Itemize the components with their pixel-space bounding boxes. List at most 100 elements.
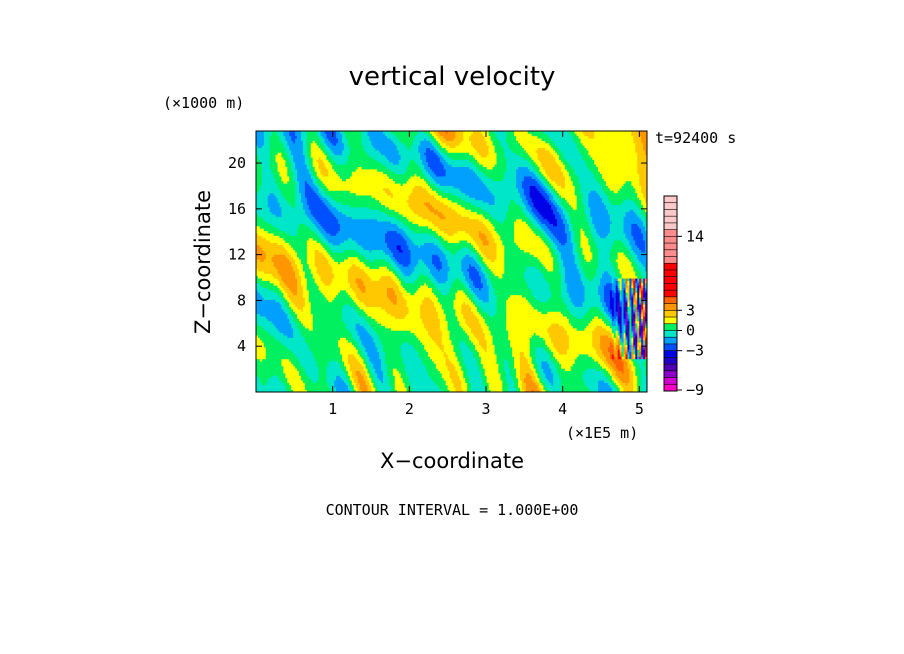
heatmap-cell: [441, 368, 445, 372]
heatmap-cell: [330, 346, 333, 350]
heatmap-cell: [256, 389, 259, 392]
heatmap-cell: [269, 370, 273, 374]
heatmap-cell: [463, 384, 466, 388]
heatmap-cell: [367, 370, 370, 374]
heatmap-cell: [431, 361, 435, 364]
heatmap-cell: [351, 380, 355, 383]
heatmap-cell: [426, 368, 429, 372]
heatmap-cell: [617, 351, 621, 355]
heatmap-cell: [347, 373, 351, 376]
heatmap-cell: [310, 365, 314, 369]
heatmap-cell: [463, 363, 466, 367]
heatmap-cell: [447, 370, 450, 374]
heatmap-cell: [492, 358, 495, 362]
heatmap-cell: [261, 365, 265, 369]
heatmap-cell: [568, 373, 572, 376]
heatmap-cell: [523, 363, 527, 367]
heatmap-cell: [435, 382, 439, 386]
heatmap-cell: [302, 368, 306, 372]
heatmap-cell: [400, 361, 404, 364]
heatmap-cell: [388, 349, 392, 353]
heatmap-cell: [570, 375, 574, 379]
heatmap-cell: [279, 375, 282, 379]
heatmap-cell: [390, 361, 394, 364]
heatmap-cell: [275, 349, 278, 353]
heatmap-cell: [619, 365, 622, 369]
heatmap-cell: [473, 377, 476, 381]
heatmap-cell: [357, 363, 361, 367]
heatmap-cell: [355, 373, 359, 376]
heatmap-cell: [426, 380, 429, 383]
heatmap-cell: [494, 349, 497, 353]
heatmap-cell: [324, 349, 327, 353]
heatmap-cell: [428, 363, 431, 367]
heatmap-cell: [473, 384, 476, 388]
heatmap-cell: [465, 346, 468, 350]
heatmap-cell: [404, 368, 407, 372]
heatmap-cell: [570, 349, 574, 353]
heatmap-cell: [465, 351, 468, 355]
heatmap-cell: [578, 382, 581, 386]
heatmap-cell: [422, 356, 425, 360]
heatmap-cell: [527, 389, 531, 392]
heatmap-cell: [326, 349, 329, 353]
heatmap-cell: [332, 368, 335, 372]
heatmap-cell: [582, 384, 585, 388]
heatmap-cell: [547, 363, 550, 367]
heatmap-cell: [277, 349, 280, 353]
heatmap-cell: [367, 368, 370, 372]
heatmap-cell: [373, 346, 376, 350]
heatmap-field: [256, 131, 647, 392]
heatmap-cell: [584, 389, 587, 392]
heatmap-cell: [473, 346, 476, 350]
heatmap-cell: [424, 368, 427, 372]
heatmap-cell: [443, 382, 447, 386]
heatmap-cell: [310, 368, 314, 372]
heatmap-cell: [539, 387, 542, 391]
chart-title: vertical velocity: [349, 62, 556, 92]
heatmap-cell: [562, 375, 566, 379]
heatmap-cell: [256, 358, 259, 362]
heatmap-cell: [465, 361, 468, 364]
heatmap-cell: [259, 370, 263, 374]
heatmap-cell: [488, 377, 491, 381]
heatmap-cell: [371, 387, 374, 391]
heatmap-cell: [396, 363, 400, 367]
heatmap-cell: [617, 373, 621, 376]
heatmap-cell: [340, 351, 343, 355]
heatmap-cell: [613, 368, 617, 372]
heatmap-cell: [605, 363, 609, 367]
heatmap-cell: [562, 358, 566, 362]
heatmap-cell: [584, 368, 587, 372]
heatmap-cell: [406, 382, 409, 386]
heatmap-cell: [388, 389, 392, 392]
heatmap-cell: [459, 365, 462, 369]
heatmap-cell: [433, 363, 437, 367]
heatmap-cell: [639, 368, 642, 372]
heatmap-cell: [625, 380, 628, 383]
heatmap-cell: [445, 363, 448, 367]
heatmap-cell: [388, 354, 392, 357]
heatmap-cell: [318, 349, 321, 353]
heatmap-cell: [457, 365, 460, 369]
heatmap-cell: [473, 373, 476, 376]
heatmap-cell: [422, 370, 425, 374]
heatmap-cell: [562, 356, 566, 360]
heatmap-cell: [295, 375, 298, 379]
heatmap-cell: [459, 375, 462, 379]
heatmap-cell: [289, 389, 292, 392]
heatmap-cell: [486, 382, 490, 386]
heatmap-cell: [545, 351, 548, 355]
heatmap-cell: [457, 346, 460, 350]
heatmap-cell: [402, 375, 405, 379]
heatmap-cell: [416, 356, 419, 360]
heatmap-cell: [265, 365, 269, 369]
heatmap-cell: [469, 387, 472, 391]
heatmap-cell: [547, 368, 550, 372]
heatmap-cell: [637, 387, 640, 391]
heatmap-cell: [386, 387, 390, 391]
heatmap-cell: [617, 354, 621, 357]
heatmap-cell: [257, 361, 261, 364]
heatmap-cell: [308, 361, 312, 364]
heatmap-cell: [508, 358, 511, 362]
